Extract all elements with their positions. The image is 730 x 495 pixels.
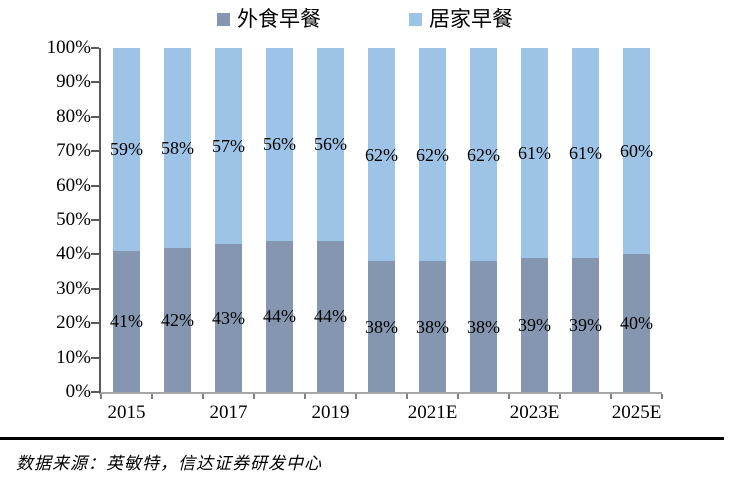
legend-item: 外食早餐 [217,6,321,32]
x-axis-tick [610,394,612,399]
bar-label-at-home: 61% [569,142,602,163]
x-axis-tick [661,394,663,399]
bar-segment-dine-out [266,240,293,392]
x-axis-label: 2023E [509,402,560,423]
bar-segment-at-home [623,48,650,255]
x-axis-tick [304,394,306,399]
bar-segment-dine-out [572,257,599,392]
bar-segment-dine-out [623,254,650,392]
bar-label-at-home: 61% [518,142,551,163]
y-axis-label: 10% [56,346,91,368]
x-axis-tick [355,394,357,399]
x-axis-tick [457,394,459,399]
bar-segment-dine-out [317,240,344,392]
y-axis-tick [91,391,99,393]
bar-segment-dine-out [113,250,140,392]
y-axis-label: 90% [56,71,91,93]
x-axis-tick [151,394,153,399]
y-axis-label: 30% [56,277,91,299]
bar-label-dine-out: 41% [110,311,143,332]
x-axis-label: 2017 [209,402,248,423]
y-axis-label: 60% [56,174,91,196]
bar-label-dine-out: 40% [620,313,653,334]
legend-swatch-icon [409,12,422,26]
bar-label-at-home: 62% [467,144,500,165]
legend-label: 居家早餐 [429,7,513,31]
y-axis-tick [91,356,99,359]
bar-segment-dine-out [521,257,548,392]
legend-swatch-icon [217,12,230,26]
bar-label-dine-out: 38% [365,316,398,337]
bar-label-dine-out: 38% [467,316,500,337]
bar-label-at-home: 56% [263,134,296,155]
y-axis-tick [91,287,99,290]
y-axis-label: 40% [56,243,91,265]
bar-segment-at-home [317,48,344,241]
bar-segment-dine-out [215,244,242,392]
y-axis-tick [91,253,99,256]
legend-label: 外食早餐 [237,7,321,31]
y-axis-label: 0% [65,381,91,402]
y-axis-tick [91,322,99,325]
y-axis-label: 100% [46,37,91,58]
bar-label-at-home: 57% [212,136,245,157]
x-axis-tick [100,394,102,399]
bar-label-at-home: 62% [365,144,398,165]
bar-segment-at-home [419,48,446,262]
bar-label-dine-out: 39% [569,314,602,335]
bar-segment-dine-out [368,261,395,392]
y-axis-tick [91,184,99,187]
y-axis-label: 20% [56,312,91,334]
bar-label-at-home: 62% [416,144,449,165]
x-axis-tick [508,394,510,399]
y-axis-label: 70% [56,140,91,162]
x-axis-tick [406,394,408,399]
y-axis-tick [91,150,99,153]
bar-label-dine-out: 44% [263,306,296,327]
bar-segment-at-home [215,48,242,245]
bar-segment-at-home [113,48,140,251]
bar-segment-dine-out [164,247,191,392]
divider-line [0,437,724,440]
bar-segment-dine-out [470,261,497,392]
bar-label-at-home: 59% [110,139,143,160]
y-axis-label: 50% [56,209,91,230]
bar-segment-at-home [164,48,191,248]
legend-item: 居家早餐 [409,6,513,32]
bar-label-at-home: 56% [314,134,347,155]
y-axis-tick [91,219,99,221]
bar-segment-at-home [266,48,293,241]
x-axis-tick [253,394,255,399]
chart-legend: 外食早餐 居家早餐 [0,6,730,32]
x-axis-label: 2021E [407,402,458,423]
bar-label-dine-out: 42% [161,309,194,330]
bar-label-dine-out: 44% [314,306,347,327]
bar-segment-at-home [521,48,548,258]
bar-label-at-home: 60% [620,141,653,162]
bar-segment-at-home [470,48,497,262]
bar-label-dine-out: 39% [518,314,551,335]
x-axis-label: 2019 [311,402,350,423]
bar-label-dine-out: 38% [416,316,449,337]
x-axis-label: 2015 [107,402,146,423]
x-axis-tick [559,394,561,399]
bar-label-at-home: 58% [161,137,194,158]
x-axis-label: 2025E [611,402,662,423]
bar-segment-at-home [572,48,599,258]
y-axis-tick [91,81,99,84]
bar-label-dine-out: 43% [212,308,245,329]
bar-segment-dine-out [419,261,446,392]
plot-area: 0% 10% 20% 30% 40% 50% 60% 70% 80% 90% 100% 41% 59% 2… [47,37,663,423]
y-axis-tick [91,115,99,118]
x-axis-tick [202,394,204,399]
y-axis-label: 80% [56,105,91,127]
bar-segment-at-home [368,48,395,262]
y-axis-tick [91,47,99,49]
source-note: 数据来源：英敏特，信达证券研发中心 [16,454,322,473]
